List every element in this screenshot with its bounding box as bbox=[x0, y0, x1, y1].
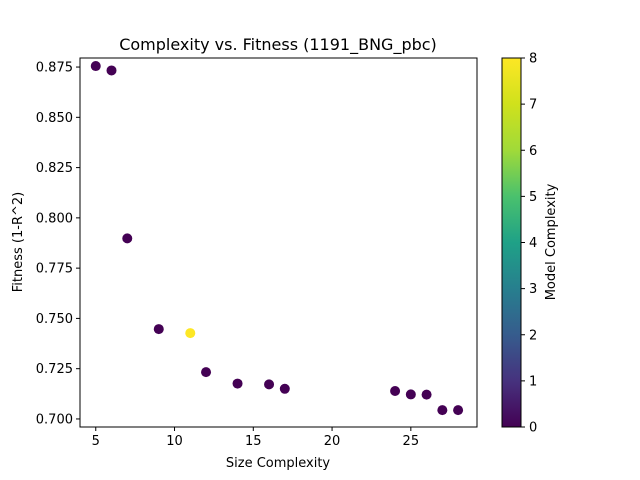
colorbar-tick-label: 2 bbox=[529, 328, 537, 343]
data-points bbox=[90, 61, 464, 416]
y-tick-label: 0.800 bbox=[36, 211, 73, 226]
colorbar-tick-label: 6 bbox=[529, 144, 537, 159]
y-tick-label: 0.700 bbox=[36, 412, 73, 427]
colorbar-tick-label: 4 bbox=[529, 236, 537, 251]
colorbar bbox=[501, 57, 522, 428]
scatter-point bbox=[232, 378, 243, 389]
y-axis-label: Fitness (1-R^2) bbox=[11, 192, 26, 292]
plot-area-frame bbox=[79, 57, 478, 428]
x-tick-label: 10 bbox=[166, 434, 183, 449]
y-tick-label: 0.825 bbox=[36, 161, 73, 176]
x-tick-label: 25 bbox=[403, 434, 420, 449]
scatter-point bbox=[201, 367, 212, 378]
scatter-point bbox=[453, 405, 464, 416]
y-tick-label: 0.875 bbox=[36, 61, 73, 76]
x-tick-label: 20 bbox=[324, 434, 341, 449]
x-tick-label: 15 bbox=[245, 434, 262, 449]
scatter-point bbox=[185, 328, 196, 339]
y-tick-label: 0.775 bbox=[36, 262, 73, 277]
scatter-point bbox=[279, 383, 290, 394]
scatter-point bbox=[437, 405, 448, 416]
x-tick-label: 5 bbox=[92, 434, 100, 449]
colorbar-label: Model Complexity bbox=[544, 183, 559, 300]
scatter-point bbox=[390, 386, 401, 397]
colorbar-tick-label: 7 bbox=[529, 98, 537, 113]
colorbar-tick-label: 8 bbox=[529, 52, 537, 67]
colorbar-tick-label: 5 bbox=[529, 190, 537, 205]
x-axis-label: Size Complexity bbox=[226, 456, 331, 471]
scatter-point bbox=[421, 389, 432, 400]
y-axis-ticks: 0.700 0.725 0.750 0.775 0.800 0.825 0.850 0.875 bbox=[36, 61, 80, 427]
scatter-point bbox=[405, 389, 416, 400]
scatter-point bbox=[122, 233, 133, 244]
scatter-point bbox=[153, 324, 164, 335]
colorbar-tick-label: 1 bbox=[529, 374, 537, 389]
scatter-point bbox=[106, 65, 117, 76]
colorbar-tick-label: 0 bbox=[529, 421, 537, 436]
y-tick-label: 0.750 bbox=[36, 312, 73, 327]
scatter-point bbox=[264, 379, 275, 390]
x-axis-ticks: 5 10 15 20 25 bbox=[92, 427, 419, 449]
scatter-point bbox=[90, 61, 101, 72]
y-tick-label: 0.850 bbox=[36, 111, 73, 126]
colorbar-ticks: 0 1 2 3 4 5 6 7 8 bbox=[521, 52, 537, 436]
chart-title: Complexity vs. Fitness (1191_BNG_pbc) bbox=[119, 35, 437, 55]
colorbar-tick-label: 3 bbox=[529, 282, 537, 297]
y-tick-label: 0.725 bbox=[36, 362, 73, 377]
